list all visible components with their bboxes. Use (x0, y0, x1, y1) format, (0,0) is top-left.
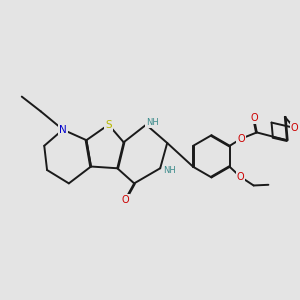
Text: NH: NH (146, 118, 159, 127)
Text: S: S (105, 120, 112, 130)
Text: O: O (236, 172, 244, 182)
Text: NH: NH (163, 166, 176, 175)
Text: O: O (237, 134, 245, 144)
Text: O: O (121, 195, 129, 205)
Text: O: O (250, 113, 258, 123)
Text: O: O (290, 123, 298, 133)
Text: N: N (59, 124, 67, 135)
